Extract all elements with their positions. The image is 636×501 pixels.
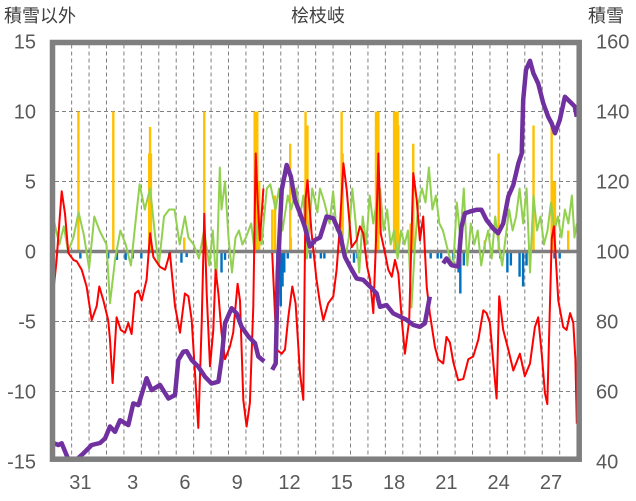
x-tick-label: 24	[488, 472, 510, 494]
orange-bar	[271, 209, 274, 252]
blue-bar	[281, 251, 284, 287]
orange-bar	[497, 153, 500, 252]
blue-bar	[521, 251, 525, 287]
purple-series-line	[441, 58, 580, 269]
chart-title: 桧枝岐	[291, 6, 345, 27]
left-tick-label: 10	[14, 102, 36, 124]
orange-bar	[112, 111, 115, 252]
x-tick-label: 3	[127, 472, 138, 494]
blue-bar	[323, 251, 326, 259]
blue-bar	[558, 251, 561, 259]
purple-series-line	[270, 162, 433, 371]
blue-bar	[429, 251, 432, 259]
orange-bar	[203, 111, 206, 252]
blue-bar	[459, 251, 462, 294]
blue-bar	[439, 251, 443, 259]
right-tick-label: 120	[596, 172, 629, 194]
blue-bar	[140, 251, 143, 259]
right-tick-label: 40	[596, 452, 618, 474]
orange-bar	[289, 237, 293, 252]
orange-bar	[273, 195, 277, 252]
x-tick-label: 27	[540, 472, 562, 494]
left-tick-label: 5	[25, 172, 36, 194]
blue-bar	[107, 251, 110, 259]
left-axis-title: 積雪以外	[4, 6, 76, 27]
plot-border	[49, 39, 582, 462]
purple-series-line	[53, 305, 266, 462]
right-tick-label: 60	[596, 382, 618, 404]
right-tick-label: 140	[596, 102, 629, 124]
blue-bar	[220, 251, 223, 273]
blue-bar	[79, 251, 82, 259]
orange-bar	[304, 111, 307, 252]
plot-frame	[49, 39, 582, 462]
blue-bar	[223, 251, 227, 260]
orange-bar	[183, 237, 186, 252]
blue-bar	[309, 251, 312, 259]
x-tick-label: 6	[179, 472, 190, 494]
right-axis-ticks: 160 140 120 100 80 60 40	[596, 32, 629, 474]
x-axis-ticks: 31 3 6 9 12 15 18 21 24 27	[69, 472, 562, 494]
blue-bar	[525, 251, 528, 266]
x-tick-label: 9	[232, 472, 243, 494]
x-tick-label: 12	[278, 472, 300, 494]
x-tick-label: 21	[435, 472, 457, 494]
left-tick-label: 0	[25, 242, 36, 264]
blue-bar	[553, 251, 556, 259]
left-axis-ticks: 15 10 5 0 -5 -10 -15	[7, 32, 36, 474]
blue-bar	[506, 251, 509, 273]
left-tick-label: -10	[7, 382, 36, 404]
blue-bar	[185, 251, 188, 258]
right-tick-label: 80	[596, 312, 618, 334]
left-tick-label: -15	[7, 452, 36, 474]
left-tick-label: -5	[18, 312, 36, 334]
blue-bar	[352, 251, 356, 263]
left-tick-label: 15	[14, 32, 36, 54]
blue-bar	[462, 251, 466, 266]
blue-bar	[509, 251, 513, 266]
blue-bar	[518, 251, 521, 277]
blue-bar	[180, 251, 183, 263]
red-series-line	[271, 152, 578, 424]
x-tick-label: 31	[69, 472, 91, 494]
orange-bar	[532, 125, 535, 252]
plot-marks	[53, 58, 580, 462]
right-tick-label: 100	[596, 242, 629, 264]
blue-bar	[286, 251, 289, 259]
blue-bar	[319, 251, 323, 259]
x-tick-label: 18	[383, 472, 405, 494]
blue-bar	[283, 251, 286, 273]
blue-bar	[124, 251, 127, 260]
orange-bar	[77, 111, 80, 252]
orange-bar	[397, 125, 400, 252]
orange-bar	[553, 181, 557, 252]
orange-bar	[289, 143, 292, 252]
right-axis-title: 積雪	[588, 6, 624, 27]
blue-bar	[115, 251, 119, 260]
blue-bar	[436, 251, 439, 259]
orange-bar	[567, 230, 570, 252]
right-tick-label: 160	[596, 32, 629, 54]
orange-bar	[341, 153, 344, 252]
red-series-line	[53, 152, 265, 429]
green-series-line	[53, 166, 578, 309]
blue-bar	[279, 251, 282, 307]
x-tick-label: 15	[331, 472, 353, 494]
